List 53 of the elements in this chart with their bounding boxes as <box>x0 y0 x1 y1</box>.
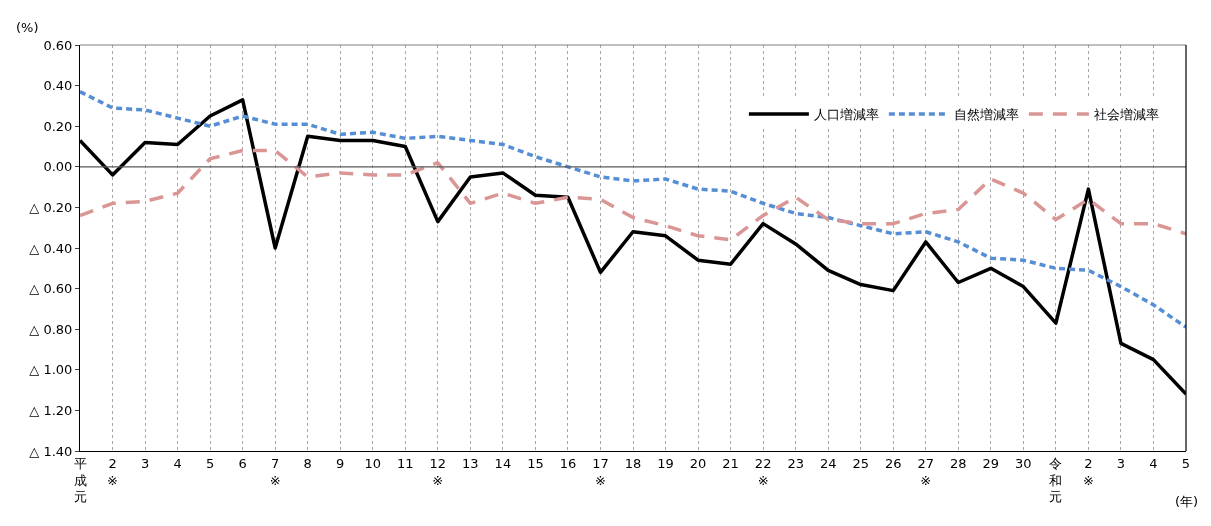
x-tick-label: 30 <box>1015 455 1032 471</box>
legend-label: 社会増減率 <box>1093 107 1159 123</box>
x-axis-title: (年) <box>1175 494 1199 509</box>
x-tick-label: 12※ <box>429 455 447 488</box>
x-tick-label: 24 <box>819 455 837 471</box>
x-tick-label: 4 <box>1149 455 1158 471</box>
x-tick-label: 令和元 <box>1049 455 1063 505</box>
y-tick-label: △ 1.00 <box>29 362 73 378</box>
x-tick-label: 23 <box>787 455 804 471</box>
x-tick-label: 17※ <box>592 455 609 488</box>
x-tick-label: 20 <box>689 455 707 471</box>
x-tick-label: 6 <box>238 455 247 471</box>
legend-label: 自然増減率 <box>953 107 1019 123</box>
y-tick-label: 0.40 <box>43 78 73 94</box>
x-tick-label: 29 <box>982 455 1000 471</box>
x-tick-label: 22※ <box>754 455 772 488</box>
x-tick-label: 5 <box>1181 455 1191 471</box>
x-tick-label: 28 <box>950 455 967 471</box>
x-tick-label: 4 <box>173 455 182 471</box>
y-tick-label: △ 0.20 <box>29 199 73 215</box>
x-tick-label: 18 <box>624 455 642 471</box>
x-tick-label: 21 <box>722 455 739 471</box>
y-tick-label: △ 1.40 <box>29 443 73 459</box>
x-tick-label: 11 <box>397 455 414 471</box>
x-tick-label: 27※ <box>917 455 935 488</box>
x-tick-label: 10 <box>364 455 382 471</box>
y-axis-title: (%) <box>16 20 39 35</box>
x-tick-label: 2※ <box>107 455 118 488</box>
x-tick-label: 7※ <box>269 455 281 488</box>
line-series <box>80 89 1186 329</box>
x-tick-label: 19 <box>657 455 674 471</box>
x-tick-label: 3 <box>1116 455 1126 471</box>
y-tick-label: 0.00 <box>43 159 73 175</box>
y-tick-label: 0.60 <box>43 37 73 53</box>
x-tick-label: 14 <box>494 455 512 471</box>
x-tick-label: 13 <box>462 455 479 471</box>
y-tick-label: △ 0.40 <box>29 240 73 256</box>
x-tick-label: 25 <box>852 455 869 471</box>
legend-label: 人口増減率 <box>813 107 879 123</box>
x-tick-label: 8 <box>303 455 312 471</box>
x-tick-label: 3 <box>140 455 150 471</box>
line-series <box>80 148 1186 242</box>
x-tick-label: 9 <box>336 455 345 471</box>
x-tick-label: 15 <box>527 455 544 471</box>
y-tick-label: △ 0.60 <box>29 281 73 297</box>
x-tick-label: 5 <box>205 455 215 471</box>
x-tick-label: 2※ <box>1082 455 1094 488</box>
x-tick-label: 26 <box>884 455 902 471</box>
x-tick-label: 平成元 <box>73 455 87 505</box>
y-tick-label: 0.20 <box>43 118 73 134</box>
y-tick-label: △ 0.80 <box>29 321 73 337</box>
y-tick-label: △ 1.20 <box>29 402 73 418</box>
x-tick-label: 16 <box>559 455 577 471</box>
